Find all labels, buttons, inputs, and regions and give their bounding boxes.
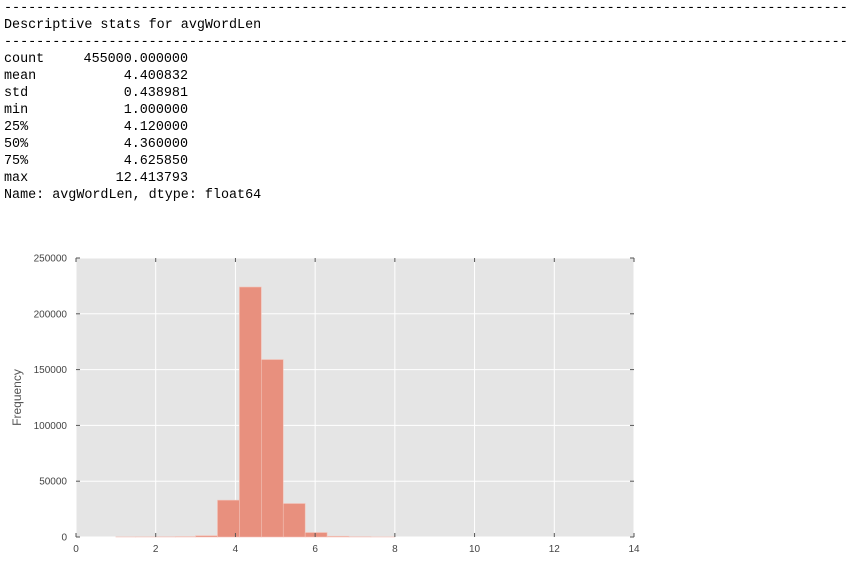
- y-tick-label: 100000: [34, 421, 68, 432]
- stats-console: ----------------------------------------…: [4, 0, 847, 204]
- stat-name: std: [4, 86, 29, 101]
- stats-table: count 455000.000000 mean 4.400832 std 0.438…: [4, 51, 847, 187]
- x-tick-label: 14: [628, 544, 640, 555]
- x-tick-label: 6: [312, 544, 318, 555]
- axes: 0 2 4 6 8 10 12 14 0 50000 100000 150000 200000 25000…: [34, 254, 640, 556]
- stat-value: 0.438981: [123, 86, 188, 101]
- stat-value: 1.000000: [123, 103, 188, 118]
- stat-value: 4.625850: [123, 154, 188, 169]
- stat-row-count: count 455000.000000: [4, 51, 847, 68]
- stat-value: 455000.000000: [83, 52, 188, 67]
- histogram-bar: [282, 503, 306, 538]
- x-tick-label: 4: [233, 544, 239, 555]
- stat-value: 12.413793: [115, 171, 188, 186]
- stat-name: 50%: [4, 137, 29, 152]
- divider-bottom: ----------------------------------------…: [4, 35, 847, 50]
- histogram-bar: [326, 535, 350, 538]
- histogram-bars: [115, 286, 396, 538]
- stat-name: max: [4, 171, 29, 186]
- stat-row-max: max 12.413793: [4, 170, 847, 187]
- histogram-bar: [195, 535, 218, 538]
- y-tick-label: 50000: [39, 477, 67, 488]
- stat-value: 4.400832: [123, 69, 188, 84]
- stat-name: 25%: [4, 120, 29, 135]
- x-tick-label: 8: [392, 544, 398, 555]
- stat-name: 75%: [4, 154, 29, 169]
- x-tick-label: 10: [469, 544, 481, 555]
- x-tick-label: 2: [153, 544, 159, 555]
- histogram-bar: [261, 359, 284, 538]
- stat-row-mean: mean 4.400832: [4, 68, 847, 85]
- x-tick-label: 12: [549, 544, 561, 555]
- stat-name: count: [4, 52, 45, 67]
- histogram-bar: [217, 499, 240, 538]
- divider-top: ----------------------------------------…: [4, 1, 847, 16]
- stat-row-75: 75% 4.625850: [4, 153, 847, 170]
- histogram-chart: 0 2 4 6 8 10 12 14 0 50000 100000 150000 200000 25000…: [10, 254, 640, 556]
- stat-row-min: min 1.000000: [4, 102, 847, 119]
- series-info: Name: avgWordLen, dtype: float64: [4, 188, 262, 203]
- stat-row-std: std 0.438981: [4, 85, 847, 102]
- stat-row-50: 50% 4.360000: [4, 136, 847, 153]
- histogram-bar: [304, 532, 328, 538]
- stat-name: mean: [4, 69, 37, 84]
- stats-title: Descriptive stats for avgWordLen: [4, 18, 262, 33]
- y-tick-label: 0: [61, 533, 67, 544]
- grid-lines: [75, 257, 635, 538]
- stat-row-25: 25% 4.120000: [4, 119, 847, 136]
- stat-value: 4.360000: [123, 137, 188, 152]
- x-tick-label: 0: [73, 544, 79, 555]
- plot-area: [76, 258, 634, 537]
- y-tick-label: 250000: [34, 254, 68, 265]
- y-tick-label: 200000: [34, 309, 68, 320]
- stat-value: 4.120000: [123, 120, 188, 135]
- stat-name: min: [4, 103, 29, 118]
- y-tick-label: 150000: [34, 365, 68, 376]
- histogram-bar: [239, 286, 262, 538]
- y-axis-label: Frequency: [10, 369, 24, 426]
